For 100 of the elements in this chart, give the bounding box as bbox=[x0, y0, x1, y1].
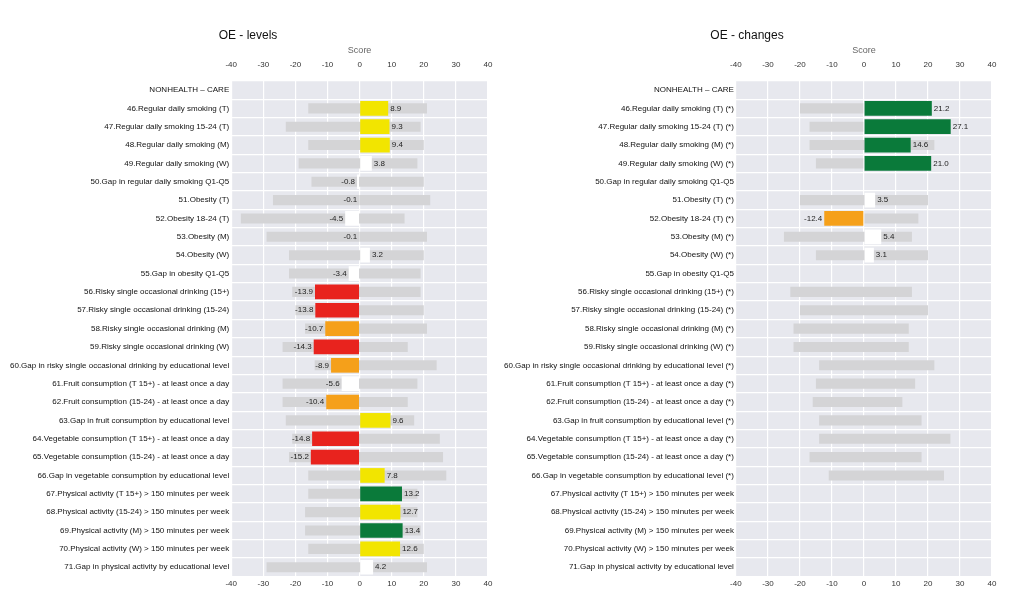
y-tick-label: 55.Gap in obesity Q1-Q5 bbox=[645, 268, 735, 278]
x2-tick-label: -30 bbox=[762, 60, 775, 70]
x2-tick-label: -10 bbox=[321, 60, 334, 70]
chart-title: OE - levels bbox=[218, 27, 278, 42]
y-tick-label: 48.Regular daily smoking (M) bbox=[125, 140, 230, 150]
y-tick-label: 51.Obesity (T) bbox=[178, 195, 230, 205]
chart-title: OE - changes bbox=[710, 27, 784, 42]
data-label: 3.8 bbox=[373, 158, 386, 168]
y-tick-label: 71.Gap in physical activity by educational level bbox=[568, 562, 735, 572]
x-tick-label: 10 bbox=[891, 579, 901, 589]
y-tick-label: 67.Physical activity (T 15+) > 150 minutes per week bbox=[46, 489, 231, 498]
data-label: 5.4 bbox=[883, 232, 895, 242]
data-label: -15.2 bbox=[290, 452, 310, 462]
y-tick-label: 69.Physical activity (M) > 150 minutes per week bbox=[60, 525, 231, 535]
y-tick-label: 49.Regular daily smoking (W) (*) bbox=[618, 158, 735, 168]
data-label: -0.1 bbox=[343, 195, 358, 205]
data-label: -14.8 bbox=[291, 433, 311, 443]
y-tick-label: 64.Vegetable consumption (T 15+) - at least once a day (*) bbox=[526, 433, 735, 443]
y-tick-label: NONHEALTH – CARE bbox=[149, 85, 230, 95]
x2-tick-label: -40 bbox=[730, 60, 743, 70]
data-label: 9.4 bbox=[391, 140, 404, 150]
x2-tick-label: -40 bbox=[225, 60, 238, 70]
data-label: -13.9 bbox=[294, 287, 314, 297]
y-tick-label: 59.Risky single occasional drinking (W) (*) bbox=[584, 342, 735, 352]
x-tick-label: -40 bbox=[730, 579, 743, 589]
data-label: -12.4 bbox=[804, 213, 823, 223]
x-tick-label: -40 bbox=[225, 579, 238, 589]
y-tick-label: 57.Risky single occasional drinking (15-24) (*) bbox=[571, 305, 735, 315]
data-label: 13.2 bbox=[403, 489, 421, 498]
x2-tick-label: 10 bbox=[387, 60, 397, 70]
data-label: 12.6 bbox=[402, 544, 419, 554]
data-label: 7.8 bbox=[386, 470, 399, 480]
y-tick-label: 65.Vegetable consumption (15-24) - at least once a day (*) bbox=[526, 452, 735, 462]
x2-axis-title: Score bbox=[852, 45, 876, 56]
x-tick-label: -10 bbox=[321, 579, 334, 589]
x2-tick-label: 30 bbox=[955, 60, 965, 70]
y-tick-label: 57.Risky single occasional drinking (15-24) bbox=[77, 305, 230, 315]
y-tick-label: 56.Risky single occasional drinking (15+) bbox=[84, 287, 230, 297]
data-label: 3.5 bbox=[877, 195, 889, 205]
y-tick-label: 60.Gap in risky single occasional drinking by educational level (*) bbox=[503, 360, 735, 370]
x-tick-label: 30 bbox=[451, 579, 461, 589]
x2-tick-label: 20 bbox=[419, 60, 429, 70]
y-tick-label: 70.Physical activity (W) > 150 minutes per week bbox=[59, 544, 231, 554]
x-tick-label: -30 bbox=[257, 579, 270, 589]
data-label: -0.8 bbox=[341, 176, 356, 186]
data-label: 8.9 bbox=[390, 103, 402, 113]
y-tick-label: 50.Gap in regular daily smoking Q1-Q5 bbox=[90, 176, 230, 186]
y-tick-label: 66.Gap in vegetable consumption by educational level (*) bbox=[531, 470, 735, 480]
x2-axis-title: Score bbox=[347, 45, 372, 56]
x-tick-label: 20 bbox=[419, 579, 429, 589]
y-tick-label: 69.Physical activity (M) > 150 minutes per week bbox=[564, 525, 735, 535]
x2-tick-label: 30 bbox=[451, 60, 461, 70]
data-label: -14.3 bbox=[293, 342, 313, 352]
y-tick-label: 54.Obesity (W) (*) bbox=[669, 250, 735, 260]
x2-tick-label: 20 bbox=[923, 60, 933, 70]
x2-tick-label: 10 bbox=[891, 60, 901, 70]
x2-tick-label: 0 bbox=[357, 60, 363, 70]
y-tick-label: 63.Gap in fruit consumption by educational level bbox=[58, 415, 230, 425]
y-tick-label: 50.Gap in regular daily smoking Q1-Q5 bbox=[595, 176, 735, 186]
x2-tick-label: -20 bbox=[794, 60, 807, 70]
x-tick-label: 30 bbox=[955, 579, 965, 589]
y-tick-label: 66.Gap in vegetable consumption by educational level bbox=[37, 470, 230, 480]
y-tick-label: 55.Gap in obesity Q1-Q5 bbox=[140, 268, 230, 278]
x-tick-label: 0 bbox=[861, 579, 867, 589]
x-tick-label: -30 bbox=[762, 579, 775, 589]
y-tick-label: 56.Risky single occasional drinking (15+) (*) bbox=[578, 287, 735, 297]
x2-tick-label: -20 bbox=[289, 60, 302, 70]
y-tick-label: 46.Regular daily smoking (T) bbox=[126, 103, 230, 113]
data-label: 9.6 bbox=[392, 415, 405, 425]
y-tick-label: 53.Obesity (M) (*) bbox=[670, 232, 735, 242]
y-tick-label: 52.Obesity 18-24 (T) (*) bbox=[649, 213, 735, 223]
y-tick-label: 52.Obesity 18-24 (T) bbox=[155, 213, 230, 223]
y-tick-label: 60.Gap in risky single occasional drinking by educational level bbox=[10, 360, 230, 370]
x-tick-label: -20 bbox=[289, 579, 302, 589]
data-label: -3.4 bbox=[332, 268, 348, 278]
y-tick-label: 71.Gap in physical activity by educational level bbox=[64, 562, 230, 572]
data-label: -5.6 bbox=[325, 378, 341, 388]
y-tick-label: 63.Gap in fruit consumption by educational level (*) bbox=[552, 415, 735, 425]
y-tick-label: 54.Obesity (W) bbox=[175, 250, 230, 260]
data-label: 12.7 bbox=[402, 507, 419, 517]
data-label: 27.1 bbox=[952, 121, 969, 131]
x-tick-label: 10 bbox=[387, 579, 397, 589]
x2-tick-label: -30 bbox=[257, 60, 270, 70]
data-label: -0.1 bbox=[343, 232, 358, 242]
y-tick-label: 51.Obesity (T) (*) bbox=[672, 195, 735, 205]
y-tick-label: 67.Physical activity (T 15+) > 150 minutes per week bbox=[550, 489, 735, 498]
y-tick-label: 47.Regular daily smoking 15-24 (T) bbox=[104, 121, 230, 131]
y-tick-label: 68.Physical activity (15-24) > 150 minutes per week bbox=[550, 507, 735, 517]
data-label: 21.0 bbox=[933, 158, 950, 168]
data-label: 4.2 bbox=[375, 562, 387, 572]
x2-tick-label: 0 bbox=[861, 60, 867, 70]
y-tick-label: 68.Physical activity (15-24) > 150 minutes per week bbox=[46, 507, 231, 517]
y-tick-label: 62.Fruit consumption (15-24) - at least once a day (*) bbox=[546, 397, 735, 407]
y-tick-label: 49.Regular daily smoking (W) bbox=[124, 158, 230, 168]
y-tick-label: 48.Regular daily smoking (M) (*) bbox=[619, 140, 735, 150]
data-label: 3.2 bbox=[371, 250, 384, 260]
y-tick-label: 58.Risky single occasional drinking (M) (*) bbox=[584, 323, 735, 333]
y-tick-label: NONHEALTH – CARE bbox=[654, 85, 734, 95]
data-label: 9.3 bbox=[391, 121, 404, 131]
data-label: 21.2 bbox=[933, 103, 950, 113]
